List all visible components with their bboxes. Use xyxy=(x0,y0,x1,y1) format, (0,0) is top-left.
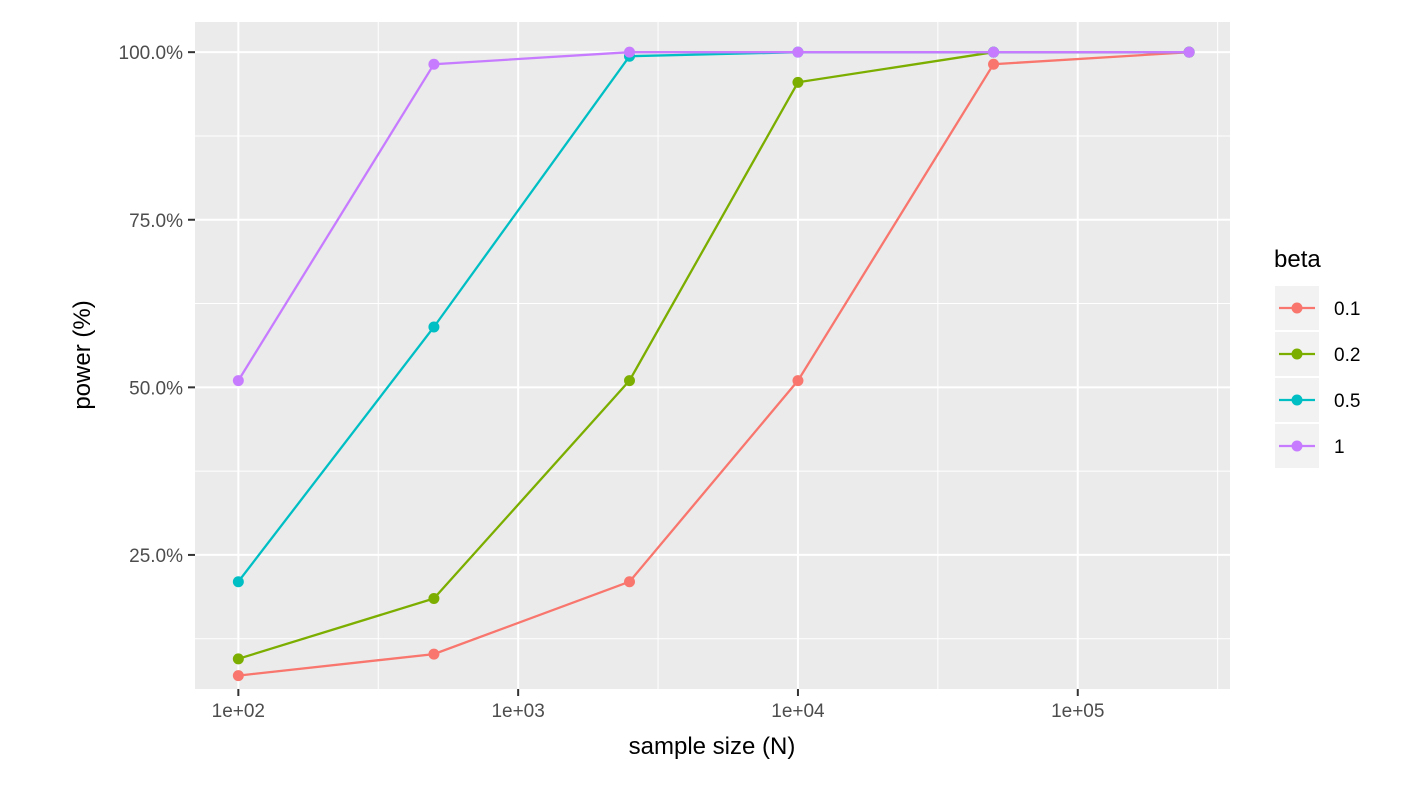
data-point xyxy=(428,593,440,605)
series-layer xyxy=(232,46,1195,682)
y-tick-label: 100.0% xyxy=(119,43,184,64)
legend-label: 0.5 xyxy=(1334,391,1360,412)
data-point xyxy=(623,576,635,588)
data-point xyxy=(428,648,440,660)
data-point xyxy=(232,576,244,588)
legend-key-point xyxy=(1291,302,1303,314)
y-axis-title: power (%) xyxy=(69,300,96,409)
data-point xyxy=(428,58,440,70)
data-point xyxy=(623,46,635,58)
data-point xyxy=(792,76,804,88)
legend: beta 0.1 0.2 0.5 1 xyxy=(1274,246,1360,468)
x-tick-label: 1e+02 xyxy=(212,701,265,722)
x-axis-title: sample size (N) xyxy=(629,733,796,760)
legend-items: 0.1 0.2 0.5 1 xyxy=(1275,286,1360,468)
series-beta-1 xyxy=(232,46,1195,387)
series-line xyxy=(237,51,1190,382)
y-tick-label: 25.0% xyxy=(129,546,183,567)
y-axis: 25.0% 50.0% 75.0% 100.0% xyxy=(119,43,195,567)
legend-item: 0.2 xyxy=(1275,332,1360,376)
legend-label: 0.2 xyxy=(1334,345,1360,366)
legend-key-point xyxy=(1291,394,1303,406)
data-point xyxy=(232,375,244,387)
data-point xyxy=(232,653,244,665)
legend-label: 1 xyxy=(1334,437,1345,458)
y-tick-label: 50.0% xyxy=(129,378,183,399)
panel-background xyxy=(195,22,1230,689)
legend-title: beta xyxy=(1274,246,1321,273)
data-point xyxy=(428,321,440,333)
legend-key-point xyxy=(1291,348,1303,360)
legend-item: 0.5 xyxy=(1275,378,1360,422)
data-point xyxy=(792,46,804,58)
data-point xyxy=(232,670,244,682)
data-point xyxy=(988,58,1000,70)
legend-item: 1 xyxy=(1275,424,1345,468)
minor-gridlines xyxy=(195,22,1230,689)
data-point xyxy=(623,375,635,387)
legend-label: 0.1 xyxy=(1334,299,1360,320)
data-point xyxy=(1183,46,1195,58)
major-gridlines xyxy=(195,22,1230,689)
x-tick-label: 1e+04 xyxy=(771,701,825,722)
data-point xyxy=(988,46,1000,58)
series-line xyxy=(238,51,1190,677)
x-axis: 1e+02 1e+03 1e+04 1e+05 xyxy=(212,689,1104,722)
x-tick-label: 1e+05 xyxy=(1051,701,1104,722)
x-tick-label: 1e+03 xyxy=(491,701,544,722)
legend-item: 0.1 xyxy=(1275,286,1360,330)
legend-key-point xyxy=(1291,440,1303,452)
y-tick-label: 75.0% xyxy=(129,211,183,232)
data-point xyxy=(792,375,804,387)
